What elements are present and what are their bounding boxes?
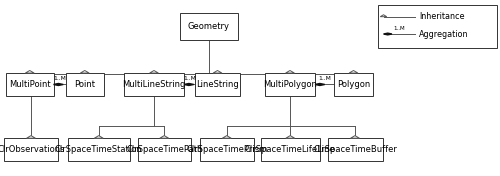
Bar xyxy=(334,73,373,96)
Polygon shape xyxy=(222,136,231,138)
Bar xyxy=(328,138,382,161)
Text: 1..M: 1..M xyxy=(54,76,66,81)
Text: 1..M: 1..M xyxy=(183,76,196,81)
Polygon shape xyxy=(380,15,387,17)
Bar xyxy=(195,73,240,96)
Text: LineString: LineString xyxy=(196,80,239,89)
Bar xyxy=(180,13,238,40)
Bar xyxy=(66,73,104,96)
Text: ClrSpaceTimePrism: ClrSpaceTimePrism xyxy=(186,145,268,154)
Bar xyxy=(138,138,191,161)
Text: MultiPoint: MultiPoint xyxy=(9,80,50,89)
Bar xyxy=(200,138,254,161)
Polygon shape xyxy=(350,136,360,138)
Polygon shape xyxy=(80,71,89,73)
Text: ClrSpaceTimeStation: ClrSpaceTimeStation xyxy=(55,145,142,154)
Text: Aggregation: Aggregation xyxy=(419,30,469,39)
Text: 1..M: 1..M xyxy=(394,26,405,31)
Polygon shape xyxy=(349,71,358,73)
Polygon shape xyxy=(315,83,325,86)
Polygon shape xyxy=(26,71,34,73)
Text: ClrSpaceTimePath: ClrSpaceTimePath xyxy=(126,145,202,154)
Bar xyxy=(68,138,130,161)
Bar xyxy=(378,5,496,48)
Bar xyxy=(6,73,54,96)
Bar xyxy=(4,138,58,161)
Polygon shape xyxy=(54,83,63,86)
Bar xyxy=(124,73,184,96)
Polygon shape xyxy=(150,71,158,73)
Polygon shape xyxy=(384,33,392,35)
Text: Point: Point xyxy=(74,80,95,89)
Text: Geometry: Geometry xyxy=(188,22,230,31)
Text: MultiPolygon: MultiPolygon xyxy=(263,80,317,89)
Polygon shape xyxy=(94,136,103,138)
Polygon shape xyxy=(286,136,294,138)
Bar xyxy=(261,138,320,161)
Text: ClrSpaceTimeBuffer: ClrSpaceTimeBuffer xyxy=(313,145,397,154)
Text: Inheritance: Inheritance xyxy=(419,12,465,21)
Text: 1..M: 1..M xyxy=(318,76,331,81)
Polygon shape xyxy=(286,71,294,73)
Polygon shape xyxy=(160,136,168,138)
Text: MultiLineString: MultiLineString xyxy=(122,80,186,89)
Text: ClrObservations: ClrObservations xyxy=(0,145,65,154)
Polygon shape xyxy=(213,71,222,73)
Bar xyxy=(265,73,315,96)
Text: Polygon: Polygon xyxy=(337,80,370,89)
Polygon shape xyxy=(184,83,194,86)
Polygon shape xyxy=(26,136,36,138)
Text: ClrSpaceTimeLifeLine: ClrSpaceTimeLifeLine xyxy=(245,145,336,154)
